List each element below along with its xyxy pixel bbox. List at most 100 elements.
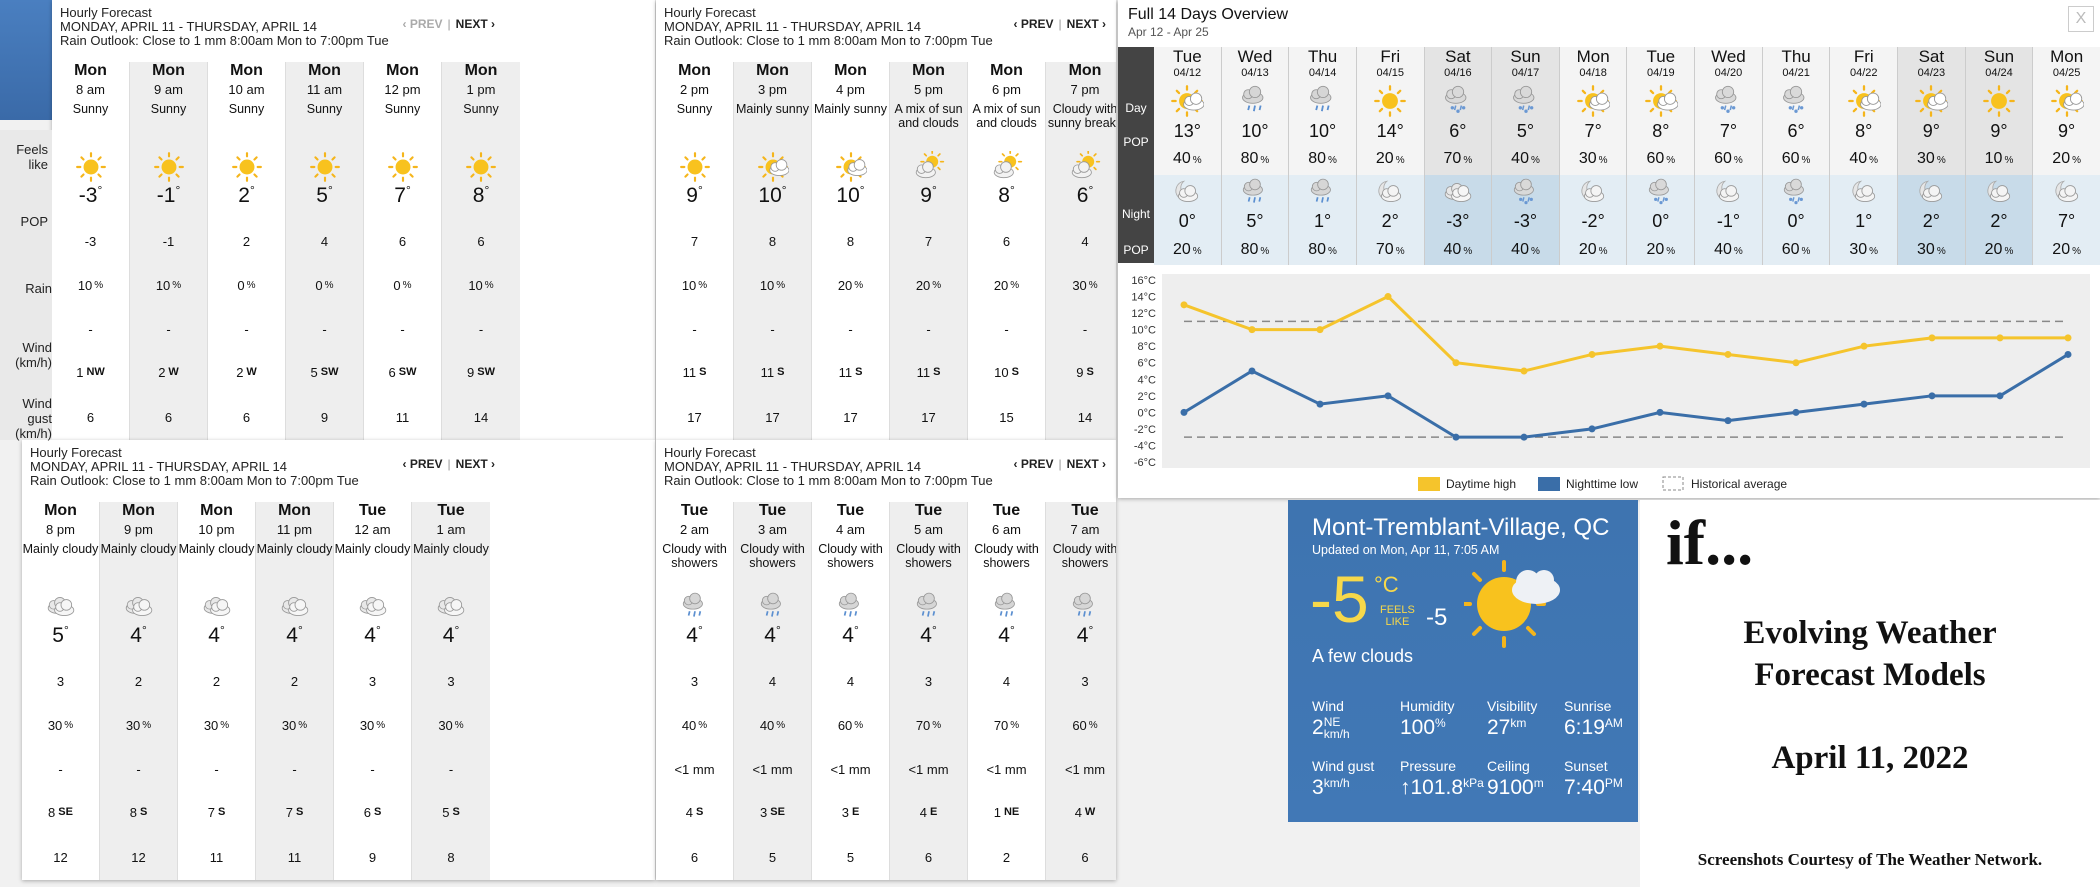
sunrise-ampm: AM — [1604, 716, 1623, 730]
next-button[interactable]: NEXT › — [1066, 17, 1106, 31]
y-tick-label: 0°C — [1138, 407, 1157, 419]
visibility-value: 27km — [1487, 716, 1526, 740]
hour-condition: Mainly cloudy — [413, 542, 489, 557]
night-pop-value: 40 — [1511, 241, 1529, 258]
hour-gust: 6 — [690, 849, 699, 865]
hour-pop: 60% — [837, 717, 864, 733]
hour-wind-speed: 1 — [76, 364, 84, 380]
day-pop-value: 60 — [1646, 150, 1665, 167]
pressure-label: Pressure — [1400, 758, 1457, 774]
overview-day: Sun 04/24 9° 10% 2° 20% — [1964, 47, 2033, 265]
next-button[interactable]: NEXT › — [455, 17, 495, 31]
night-icon — [1492, 175, 1559, 211]
prev-button[interactable]: ‹ PREV — [402, 17, 443, 31]
hour-wind-dir: S — [139, 806, 148, 819]
hour-wind-dir: SE — [58, 806, 73, 819]
hour-rain: <1 mm — [752, 761, 793, 777]
hour-icon — [812, 590, 889, 623]
label-rain: Rain — [25, 281, 52, 296]
overview-day-name: Sun — [1510, 47, 1541, 66]
hour-time: 1 pm — [466, 81, 496, 97]
hour-feels: 7 — [924, 233, 933, 249]
hour-wind: 9 SW — [442, 350, 520, 395]
hour-time: 1 am — [436, 521, 466, 537]
humidity-label: Humidity — [1400, 698, 1455, 714]
night-icon — [2033, 175, 2100, 211]
day-high: 9° — [1922, 121, 1940, 141]
ceiling-label: Ceiling — [1487, 758, 1530, 774]
prev-button[interactable]: ‹ PREV — [402, 457, 443, 471]
y-tick-label: -2°C — [1134, 424, 1156, 436]
hour-day: Tue — [914, 502, 943, 519]
label-feels: Feels like — [16, 142, 48, 172]
sun-icon — [231, 151, 262, 182]
hour-wind-dir: SE — [770, 806, 785, 819]
hour-wind: 1 NE — [968, 790, 1045, 835]
hour-wind-speed: 11 — [682, 364, 697, 380]
nav-separator: | — [1058, 17, 1062, 31]
sun-icon — [466, 151, 496, 182]
hour-pop: 0% — [393, 277, 412, 293]
prev-button[interactable]: ‹ PREV — [1013, 17, 1054, 31]
legend-swatch — [1662, 476, 1684, 491]
next-button[interactable]: NEXT › — [1066, 457, 1106, 471]
hour-column: Mon 1 pm Sunny 8° 6 10% - 9 SW 14 — [442, 62, 520, 440]
hour-temp-value: 4 — [286, 624, 298, 648]
close-button[interactable]: X — [2068, 6, 2094, 32]
moon-cloud-icon — [2055, 180, 2078, 202]
night-low: 1° — [1855, 211, 1873, 231]
hour-pop-value: 30 — [281, 717, 297, 733]
prev-button[interactable]: ‹ PREV — [1013, 457, 1054, 471]
overview-subtitle: Apr 12 - Apr 25 — [1128, 25, 1209, 39]
ceiling-value: 9100m — [1487, 776, 1544, 800]
night-low: 7° — [2058, 211, 2076, 231]
hourly-nav: ‹ PREV | NEXT › — [1014, 457, 1106, 471]
hour-feels: 3 — [1081, 673, 1089, 689]
nighttime-low-point — [1996, 392, 2004, 400]
sunset-label: Sunset — [1564, 758, 1608, 774]
label-day: Day — [1125, 101, 1147, 115]
moon-cloud-icon — [1716, 180, 1740, 202]
hour-gust: 6 — [86, 409, 95, 425]
hour-temp: 4° — [442, 623, 460, 648]
day-pop: 40% — [1849, 150, 1879, 167]
hour-condition: Cloudy with sunny breaks — [1047, 102, 1116, 131]
overview-date: 04/22 — [1849, 67, 1878, 79]
night-block: 7° 20% — [2033, 175, 2100, 265]
day-block: Sun 04/24 9° 10% — [1965, 47, 2033, 175]
sun-icon — [679, 151, 710, 182]
hour-icon — [442, 150, 520, 183]
sunset-ampm: PM — [1604, 776, 1623, 790]
next-button[interactable]: NEXT › — [455, 457, 495, 471]
hour-condition: Sunny — [676, 102, 713, 117]
day-high-value: 8 — [1855, 121, 1866, 141]
hour-gust: 2 — [1002, 849, 1011, 865]
daytime-high-point — [1180, 301, 1188, 309]
hour-temp-value: 9 — [686, 184, 698, 208]
legend-label: Nighttime low — [1566, 477, 1638, 491]
night-icon — [1289, 175, 1356, 211]
day-icon — [1492, 81, 1559, 121]
overview-day: Sat 04/23 9° 30% 2° 30% — [1897, 47, 1965, 265]
hour-gust: 6 — [164, 409, 173, 425]
night-pop: 40% — [1511, 241, 1540, 258]
hour-column: Mon 2 pm Sunny 9° 7 10% - 11 S 17 — [656, 62, 734, 440]
hour-wind-speed: 2 — [236, 364, 244, 380]
hour-pop-value: 30 — [125, 717, 141, 733]
day-block: Mon 04/18 7° 30% — [1559, 47, 1627, 175]
hour-feels: 4 — [846, 673, 855, 689]
hour-rain: - — [692, 321, 697, 337]
current-conditions: Mont-Tremblant-Village, QC Updated on Mo… — [1288, 500, 1638, 822]
hour-icon — [100, 590, 177, 623]
nighttime-low-point — [2064, 350, 2072, 358]
overview-day-name: Sat — [1918, 47, 1945, 66]
hour-temp: 5° — [52, 623, 69, 648]
night-low: -2° — [1581, 211, 1605, 231]
hour-temp: 4° — [1076, 623, 1094, 648]
humidity-value: 100% — [1400, 716, 1446, 740]
hour-pop: 20% — [915, 277, 942, 293]
hour-wind: 6 SW — [364, 350, 441, 395]
hour-rain: <1 mm — [674, 761, 715, 777]
